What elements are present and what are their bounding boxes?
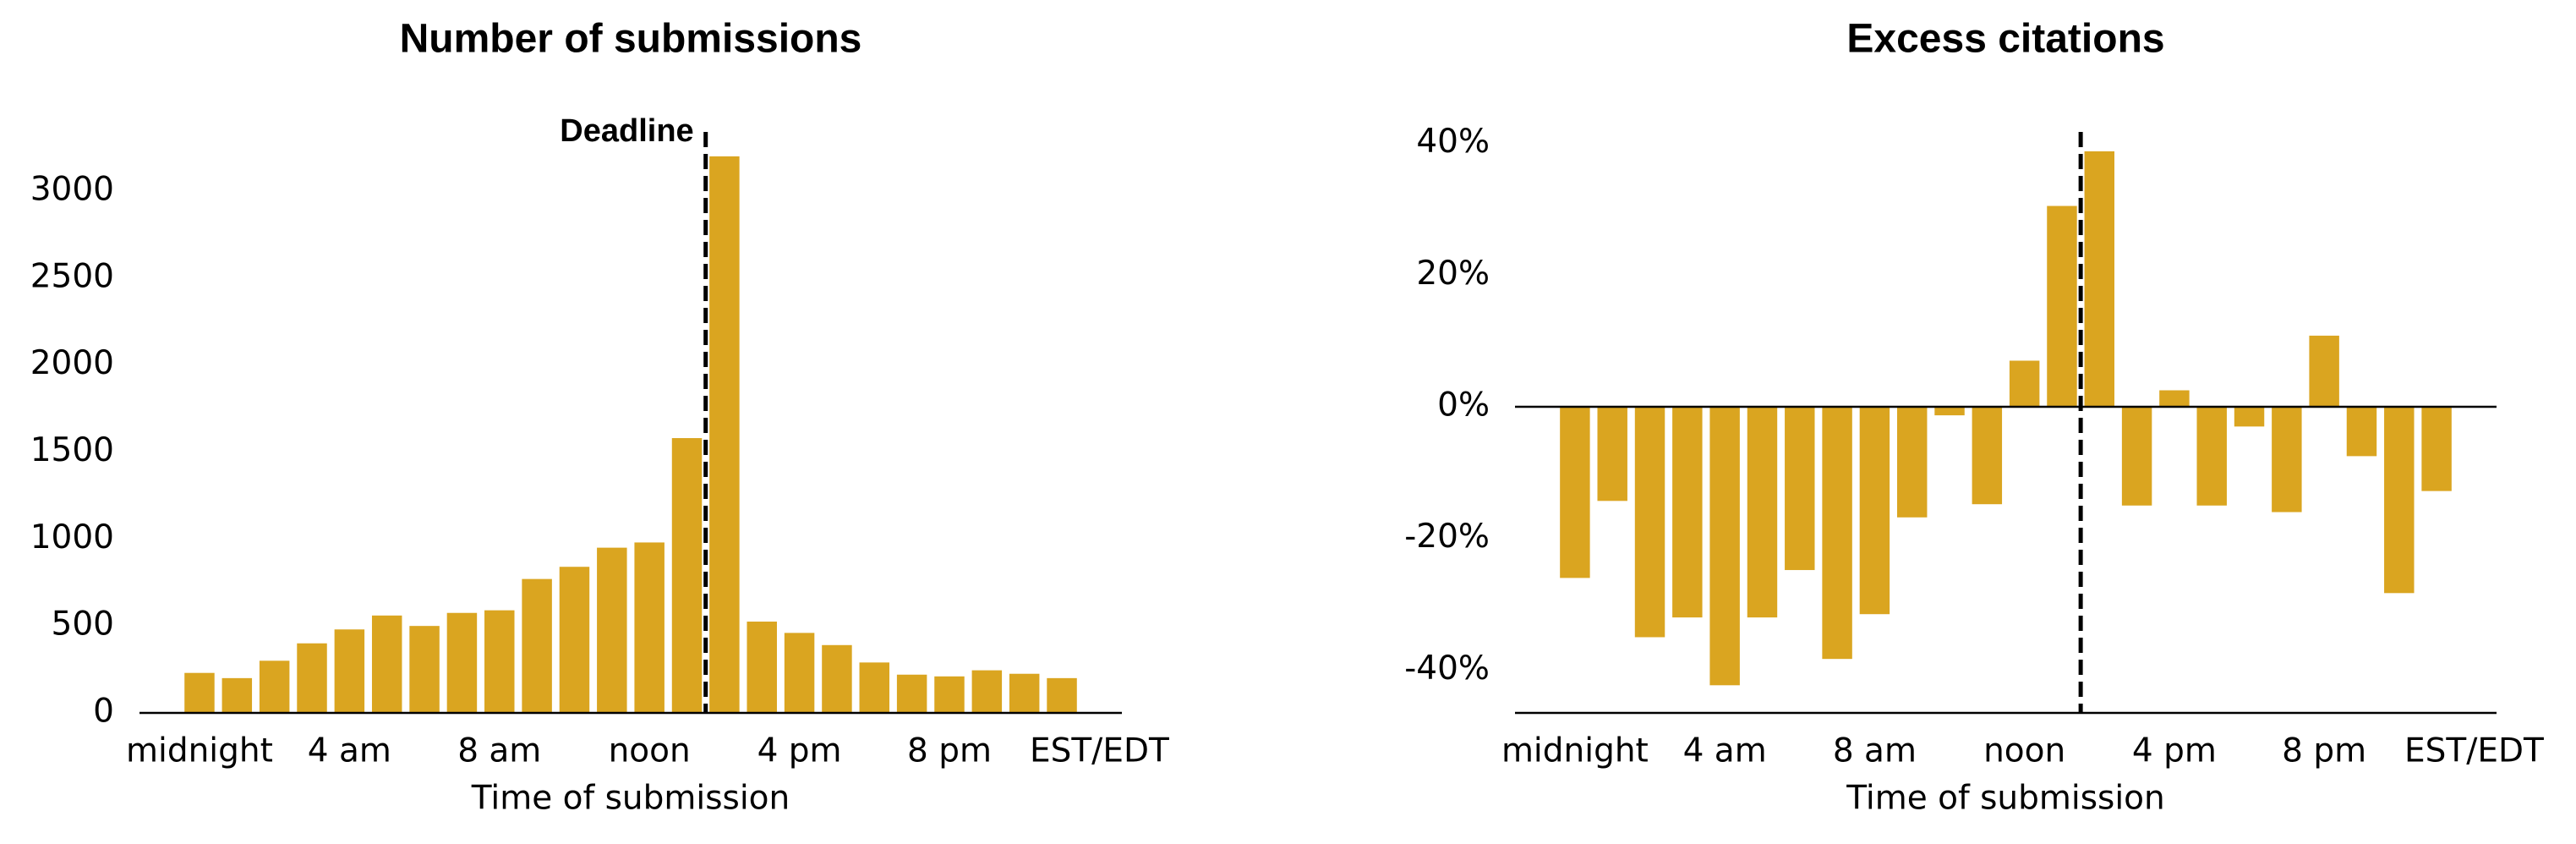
y-tick-label: 2000: [30, 344, 114, 382]
y-tick-label: 20%: [1416, 255, 1490, 293]
x-tick-label: 8 pm: [2282, 732, 2366, 770]
bar: [1709, 406, 1740, 686]
y-tick-label: 1000: [30, 518, 114, 556]
y-tick-label: -40%: [1404, 649, 1490, 688]
bar: [522, 578, 552, 713]
x-tick-label: midnight: [126, 732, 273, 770]
bar: [1972, 406, 2003, 505]
bar: [1634, 406, 1665, 638]
bar: [709, 156, 740, 713]
bar: [634, 542, 665, 713]
x-tick-label: 8 pm: [907, 732, 992, 770]
bar: [484, 610, 515, 713]
bar: [222, 677, 253, 713]
bar: [297, 643, 327, 713]
bar: [184, 672, 215, 713]
x-tick-label: 8 am: [457, 732, 541, 770]
bar: [1822, 406, 1852, 660]
bar: [371, 615, 402, 713]
bar: [597, 547, 627, 713]
bar: [1672, 406, 1703, 618]
x-tick-label: 4 pm: [2132, 732, 2217, 770]
x-tick-label: midnight: [1501, 732, 1649, 770]
bar: [2084, 151, 2115, 407]
x-tick-label: noon: [1983, 732, 2065, 770]
chart-title: Excess citations: [1846, 17, 2164, 62]
bar: [1934, 406, 1965, 416]
bar: [409, 626, 440, 713]
y-tick-label: -20%: [1404, 518, 1490, 556]
y-tick-label: 500: [52, 606, 114, 644]
y-tick-label: 2500: [30, 257, 114, 295]
bar: [934, 676, 965, 713]
x-axis-label: Time of submission: [471, 780, 790, 818]
bar: [859, 662, 890, 713]
bar: [1009, 673, 1040, 713]
bar: [1896, 406, 1928, 518]
bar: [1560, 406, 1590, 578]
x-tick-label: EST/EDT: [2404, 732, 2544, 770]
bar: [259, 660, 290, 713]
y-tick-label: 0%: [1437, 386, 1490, 424]
bar: [2384, 406, 2415, 594]
bar: [2159, 390, 2190, 407]
bar: [747, 622, 777, 713]
bar: [2121, 406, 2152, 506]
bar: [2009, 360, 2040, 407]
bar: [1047, 677, 1077, 713]
x-axis-label: Time of submission: [1846, 780, 2165, 818]
deadline-label: Deadline: [560, 113, 693, 149]
x-tick-label: noon: [609, 732, 691, 770]
bar: [784, 633, 815, 713]
bar: [559, 567, 590, 713]
y-tick-label: 1500: [30, 431, 114, 469]
x-tick-label: EST/EDT: [1030, 732, 1169, 770]
bar: [1859, 406, 1890, 615]
bar: [334, 629, 365, 713]
bar: [671, 438, 703, 713]
bar: [896, 674, 927, 713]
x-tick-label: 4 am: [1683, 732, 1767, 770]
bar: [2309, 335, 2339, 407]
bar: [2346, 406, 2377, 457]
bar: [822, 644, 852, 713]
x-tick-label: 4 pm: [757, 732, 842, 770]
bar: [2196, 406, 2227, 506]
bar: [2047, 206, 2077, 407]
bar: [1785, 406, 1815, 571]
bar: [2272, 406, 2302, 512]
bar: [971, 670, 1003, 713]
x-tick-label: 8 am: [1833, 732, 1917, 770]
bar: [446, 612, 478, 713]
bar: [2234, 406, 2265, 427]
y-tick-label: 0: [93, 693, 114, 731]
chart-title: Number of submissions: [400, 17, 862, 62]
bar: [2421, 406, 2452, 491]
bar: [1597, 406, 1627, 501]
y-tick-label: 40%: [1416, 123, 1490, 161]
bar: [1747, 406, 1778, 618]
x-tick-label: 4 am: [308, 732, 391, 770]
y-tick-label: 3000: [30, 170, 114, 208]
